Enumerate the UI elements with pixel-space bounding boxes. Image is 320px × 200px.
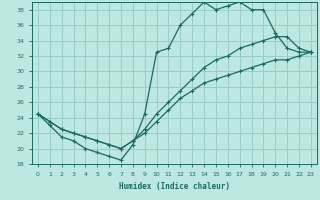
X-axis label: Humidex (Indice chaleur): Humidex (Indice chaleur) [119,182,230,191]
